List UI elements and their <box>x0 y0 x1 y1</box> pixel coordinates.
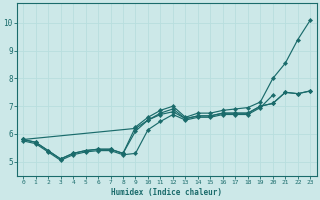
X-axis label: Humidex (Indice chaleur): Humidex (Indice chaleur) <box>111 188 222 197</box>
